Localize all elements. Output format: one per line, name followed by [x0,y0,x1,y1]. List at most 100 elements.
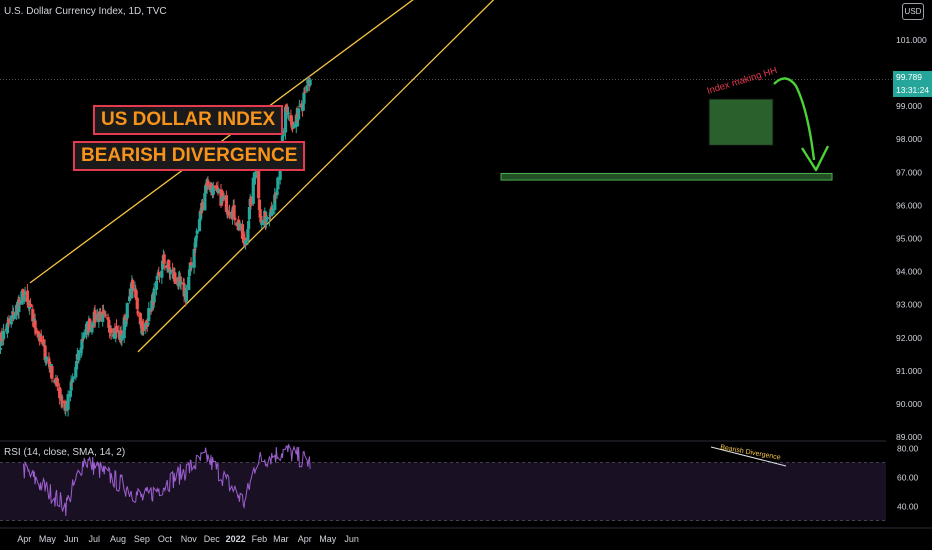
candle-body [170,270,175,272]
candle-body [31,309,35,322]
candle-body [297,108,301,120]
candle-body [47,358,51,364]
candle-body [178,276,182,285]
candle-body [303,91,307,93]
candle-body [195,230,199,234]
candle-body [281,131,285,137]
candle-body [232,205,236,219]
time-tick-label: Jul [88,534,100,544]
rsi-tick-label: 40.00 [897,502,919,512]
candle-body [145,323,149,327]
price-tick-label: 95.000 [896,234,922,244]
candle-body [301,103,305,111]
candle-body [68,390,73,397]
candle-body [227,211,232,215]
candle-body [39,335,43,342]
candle-body [144,320,149,323]
time-tick-label: May [319,534,337,544]
candle-body [82,332,86,338]
candle-body [182,283,186,297]
candle-body [138,313,142,325]
candle-body [163,266,167,268]
candle-body [200,202,205,210]
candle-body [179,281,183,285]
candle-body [257,158,261,199]
candle-body [189,262,193,266]
currency-button[interactable]: USD [902,3,924,20]
candle-body [190,265,194,267]
candle-body [93,309,97,323]
time-tick-label: Aug [110,534,126,544]
candle-body [173,272,177,280]
candle-body [150,300,154,311]
candle-body [136,311,140,314]
price-tick-label: 98.000 [896,134,922,144]
rsi-divergence-line [710,446,787,467]
time-tick-label: Apr [17,534,31,544]
candle-body [174,277,178,284]
candle-body [0,348,3,350]
time-tick-label: 2022 [226,534,246,544]
candle-body [280,135,285,143]
candle-body [12,314,16,320]
rsi-band [0,462,886,521]
last-price-tag: 99.789 13:31:24 [893,71,932,97]
time-tick-label: Jun [64,534,79,544]
price-tick-label: 94.000 [896,267,922,277]
candle-body [114,328,118,338]
candle-body [222,196,226,200]
candle-body [109,328,113,334]
candle-body [17,300,21,312]
candle-body [161,260,165,270]
candle-body [1,331,6,340]
time-tick-label: Sep [134,534,150,544]
candle-body [204,185,208,194]
candle-body [130,281,134,299]
candle-body [305,85,309,92]
time-tick-label: Nov [181,534,198,544]
candle-body [187,276,191,291]
candle-body [44,358,48,362]
candle-body [114,325,119,333]
candle-body [101,311,105,322]
candle-body [238,223,242,229]
candle-body [80,339,84,350]
candle-body [98,311,102,322]
candle-body [285,107,289,111]
candle-body [26,299,30,305]
rsi-indicator-label[interactable]: RSI (14, close, SMA, 14, 2) [4,447,126,458]
candle-body [146,322,150,325]
candle-body [246,229,250,241]
candle-body [125,302,129,319]
candle-body [59,394,63,401]
candle-body [294,115,298,127]
candle-body [135,297,139,310]
price-tick-label: 97.000 [896,167,922,177]
price-tick-label: 96.000 [896,200,922,210]
candle-body [284,104,288,109]
candle-body [224,195,228,212]
candle-body [25,290,29,302]
symbol-title: U.S. Dollar Currency Index, 1D, TVC [4,6,167,17]
candle-body [69,381,73,391]
candle-body [66,394,70,410]
candle-body [194,237,198,248]
candle-body [270,208,275,215]
candle-body [276,177,280,190]
candle-body [107,319,111,328]
candle-body [28,303,33,308]
candle-body [160,270,164,278]
price-tick-label: 89.000 [896,432,922,442]
candle-body [193,248,197,250]
candle-body [41,339,46,346]
candle-body [302,92,306,104]
candle-body [289,114,293,122]
rsi-tick-label: 60.00 [897,473,919,483]
candle-body [79,347,83,354]
candle-body [44,356,49,360]
price-tick-label: 99.000 [896,101,922,111]
candle-body [1,339,5,341]
candle-body [9,316,13,325]
candle-body [206,180,210,187]
